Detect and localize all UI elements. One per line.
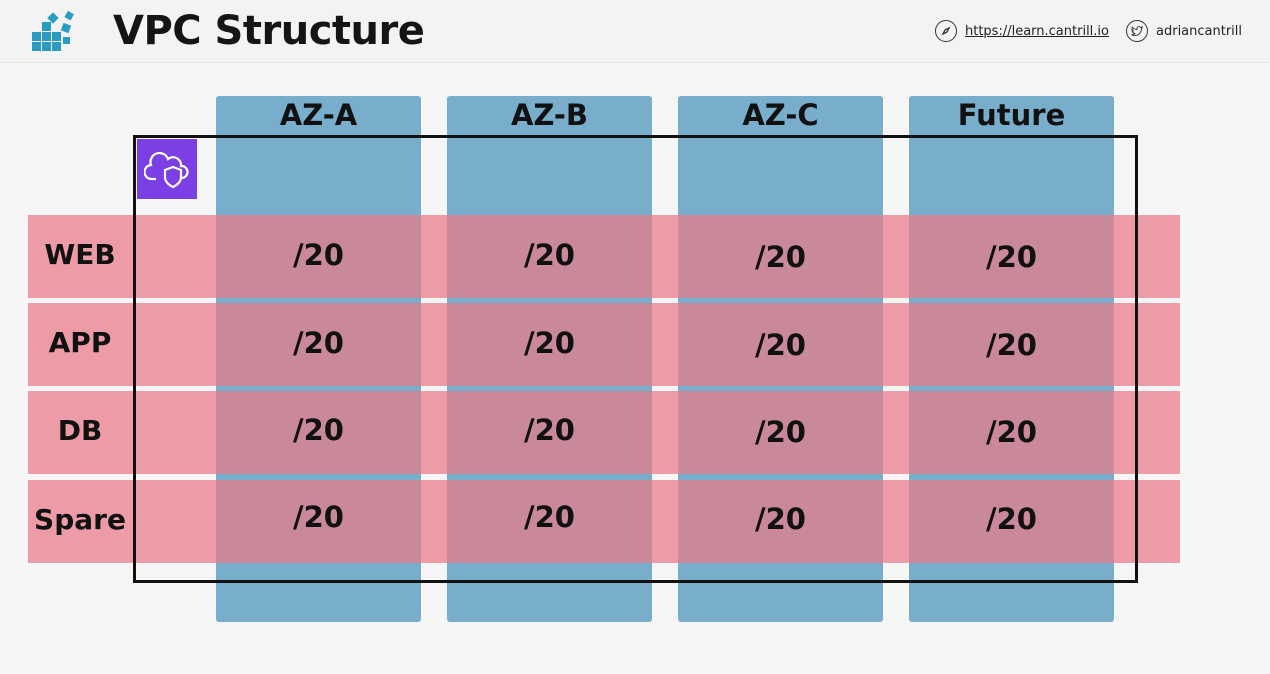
az-label: Future xyxy=(957,98,1066,132)
az-label: AZ-A xyxy=(279,98,358,132)
subnet-cell: /20 xyxy=(524,500,575,534)
subnet-cell: /20 xyxy=(986,415,1037,449)
subnet-cell: /20 xyxy=(755,240,806,274)
header-bar: VPC Structure https://learn.cantrill.io … xyxy=(0,0,1270,63)
compass-icon xyxy=(935,20,957,42)
az-label: AZ-C xyxy=(742,98,819,132)
subnet-cell: /20 xyxy=(986,240,1037,274)
subnet-cell: /20 xyxy=(293,238,344,272)
twitter-bird-icon xyxy=(1126,20,1148,42)
tier-label: WEB xyxy=(44,238,116,271)
az-label: AZ-B xyxy=(510,98,589,132)
subnet-cell: /20 xyxy=(524,238,575,272)
tier-row xyxy=(28,480,1180,563)
vpc-cloud-shield-icon xyxy=(137,139,197,199)
page-title: VPC Structure xyxy=(113,8,425,54)
subnet-cell: /20 xyxy=(293,413,344,447)
website-link[interactable]: https://learn.cantrill.io xyxy=(935,20,1109,42)
subnet-cell: /20 xyxy=(293,500,344,534)
subnet-cell: /20 xyxy=(986,502,1037,536)
cantrill-logo-icon xyxy=(32,10,74,51)
tier-label: Spare xyxy=(34,503,126,536)
vpc-boundary xyxy=(133,135,1138,583)
website-link-text[interactable]: https://learn.cantrill.io xyxy=(965,23,1109,39)
subnet-cell: /20 xyxy=(986,328,1037,362)
tier-label: DB xyxy=(57,414,103,447)
subnet-cell: /20 xyxy=(293,326,344,360)
twitter-handle[interactable]: adriancantrill xyxy=(1156,23,1243,39)
tier-row xyxy=(28,303,1180,386)
subnet-cell: /20 xyxy=(755,502,806,536)
tier-label: APP xyxy=(48,326,112,359)
subnet-cell: /20 xyxy=(755,328,806,362)
tier-row xyxy=(28,391,1180,474)
subnet-cell: /20 xyxy=(524,326,575,360)
subnet-cell: /20 xyxy=(524,413,575,447)
twitter-link[interactable]: adriancantrill xyxy=(1126,20,1242,42)
tier-row xyxy=(28,215,1180,298)
subnet-cell: /20 xyxy=(755,415,806,449)
